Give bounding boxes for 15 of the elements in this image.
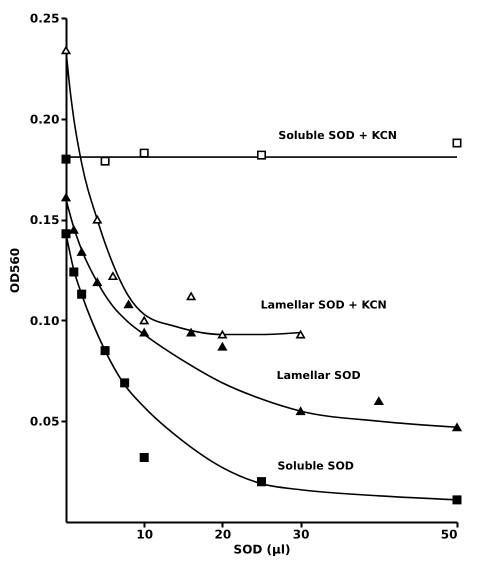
y-tick-label: 0.20 [30, 112, 60, 126]
text: Lamellar SOD + KCN [260, 298, 387, 312]
x-tick-label: 30 [292, 528, 310, 542]
series-label: Lamellar SOD [276, 369, 361, 382]
series-label: Soluble SOD + KCN [278, 129, 397, 142]
x-tick-label: 50 [440, 528, 458, 542]
x-tick-label: 10 [136, 528, 154, 542]
x-axis-title: SOD (µl) [234, 542, 290, 556]
x-tick-label: 20 [214, 528, 232, 542]
y-tick-label: 0.10 [30, 314, 60, 328]
series-label: Soluble SOD [278, 460, 354, 473]
y-tick-label: 0.15 [30, 213, 60, 228]
y-tick-label: 0.25 [30, 12, 60, 26]
y-axis-title: OD560 [8, 248, 22, 294]
y-tick-label: 0.05 [30, 414, 60, 429]
